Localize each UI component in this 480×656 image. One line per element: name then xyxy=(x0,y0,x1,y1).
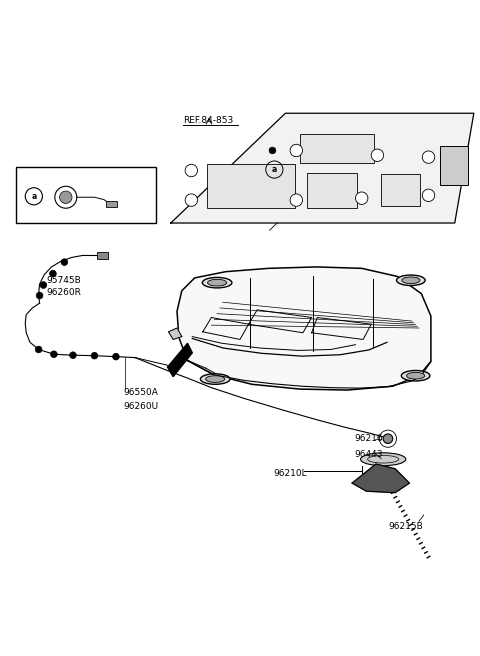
Bar xyxy=(441,146,468,185)
Text: 96550A: 96550A xyxy=(123,388,158,397)
Circle shape xyxy=(290,144,302,157)
Circle shape xyxy=(36,292,43,299)
Polygon shape xyxy=(177,267,431,390)
Circle shape xyxy=(50,351,57,358)
Bar xyxy=(307,173,357,208)
Circle shape xyxy=(371,149,384,161)
Text: 95745B: 95745B xyxy=(47,276,82,285)
Bar xyxy=(300,134,373,163)
Polygon shape xyxy=(171,113,474,223)
Ellipse shape xyxy=(360,453,406,466)
Ellipse shape xyxy=(205,376,225,382)
Text: 95520A: 95520A xyxy=(56,191,91,200)
Circle shape xyxy=(269,147,276,154)
Circle shape xyxy=(422,189,435,201)
Ellipse shape xyxy=(207,279,227,286)
Text: REF.84-853: REF.84-853 xyxy=(183,116,233,125)
Ellipse shape xyxy=(402,277,420,283)
Text: 96443: 96443 xyxy=(355,450,383,459)
Circle shape xyxy=(185,194,198,206)
Circle shape xyxy=(290,194,302,206)
Circle shape xyxy=(113,354,119,360)
Circle shape xyxy=(40,281,47,289)
Polygon shape xyxy=(352,464,409,493)
Polygon shape xyxy=(168,328,182,339)
Text: 96260R: 96260R xyxy=(47,288,82,297)
Bar xyxy=(97,252,108,259)
Circle shape xyxy=(35,346,42,353)
Circle shape xyxy=(61,259,68,266)
Circle shape xyxy=(49,270,56,277)
Polygon shape xyxy=(168,343,192,377)
Bar xyxy=(381,174,420,206)
Text: 96210L: 96210L xyxy=(274,469,307,478)
Bar xyxy=(107,201,117,207)
Text: 96260U: 96260U xyxy=(123,402,158,411)
Bar xyxy=(16,167,156,223)
Ellipse shape xyxy=(202,277,232,288)
Ellipse shape xyxy=(407,373,425,379)
Text: 96216: 96216 xyxy=(355,434,383,443)
Circle shape xyxy=(383,434,393,443)
Circle shape xyxy=(185,164,198,176)
Circle shape xyxy=(70,352,76,359)
Text: 96215B: 96215B xyxy=(388,522,423,531)
Ellipse shape xyxy=(401,371,430,381)
Ellipse shape xyxy=(396,275,425,285)
Circle shape xyxy=(422,151,435,163)
Bar xyxy=(206,164,295,208)
Text: a: a xyxy=(272,165,277,174)
Text: a: a xyxy=(31,192,36,201)
Circle shape xyxy=(91,352,98,359)
Ellipse shape xyxy=(200,374,230,384)
Circle shape xyxy=(60,191,72,203)
Circle shape xyxy=(356,192,368,205)
